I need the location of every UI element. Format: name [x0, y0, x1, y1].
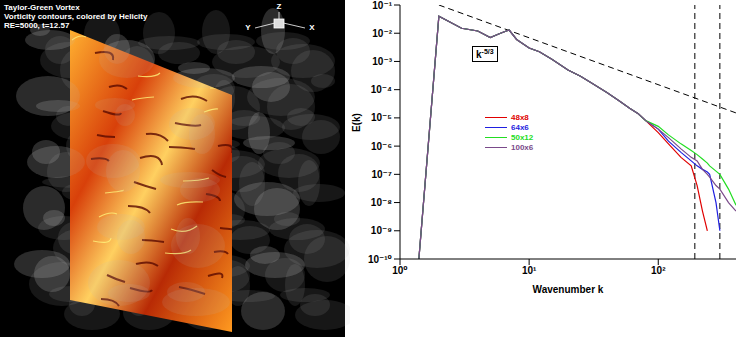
svg-text:10⁰: 10⁰: [392, 265, 408, 276]
html-text:48x8: 48x8: [511, 112, 529, 122]
svg-text:10²: 10²: [651, 265, 666, 276]
svg-text:Taylor-Green Vortex: Taylor-Green Vortex: [4, 3, 80, 12]
html-text:k-5/3: k-5/3: [476, 48, 494, 61]
html-text:50x12: 50x12: [511, 132, 534, 142]
svg-text:Wavenumber k: Wavenumber k: [533, 284, 604, 295]
svg-text:10⁻⁸: 10⁻⁸: [371, 197, 392, 208]
svg-text:RE=5000, t=12.57: RE=5000, t=12.57: [4, 21, 70, 30]
svg-text:Vorticity contours, colored by: Vorticity contours, colored by Helicity: [4, 12, 148, 21]
svg-text:10⁻⁴: 10⁻⁴: [371, 84, 392, 95]
svg-text:Z: Z: [277, 2, 282, 11]
svg-text:10⁻⁶: 10⁻⁶: [371, 141, 392, 152]
svg-text:10⁻¹⁰: 10⁻¹⁰: [368, 254, 392, 265]
svg-text:X: X: [309, 23, 315, 32]
svg-text:Y: Y: [245, 23, 251, 32]
svg-text:10⁻⁷: 10⁻⁷: [371, 169, 392, 180]
svg-text:10⁻²: 10⁻²: [372, 28, 392, 39]
svg-text:10¹: 10¹: [522, 265, 537, 276]
svg-text:10⁻³: 10⁻³: [372, 56, 392, 67]
svg-text:10⁻⁹: 10⁻⁹: [371, 225, 392, 236]
html-text:64x6: 64x6: [511, 122, 529, 132]
html-text:100x6: 100x6: [511, 142, 534, 152]
svg-text:E(k): E(k): [351, 113, 362, 132]
svg-text:10⁻¹: 10⁻¹: [372, 0, 392, 11]
svg-text:10⁻⁵: 10⁻⁵: [371, 112, 392, 123]
